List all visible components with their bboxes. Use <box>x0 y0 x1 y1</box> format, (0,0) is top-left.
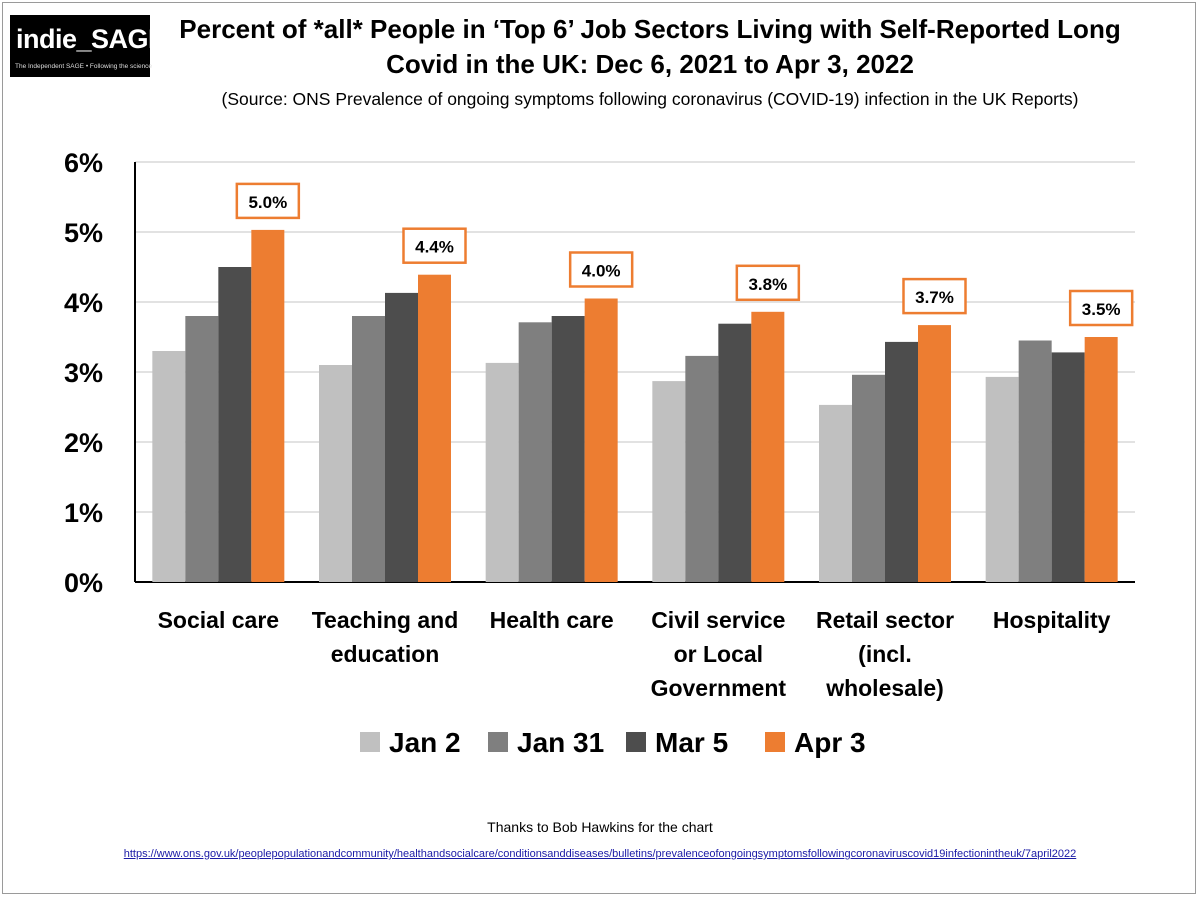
logo-tagline: The Independent SAGE • Following the sci… <box>15 63 153 70</box>
data-label: 4.0% <box>582 262 621 281</box>
legend-label: Jan 31 <box>517 727 604 758</box>
data-label: 3.7% <box>915 288 954 307</box>
y-tick-label: 0% <box>64 568 103 598</box>
legend-swatch <box>488 732 508 752</box>
data-label-box <box>735 264 801 302</box>
chart-title: Percent of *all* People in ‘Top 6’ Job S… <box>179 14 1121 79</box>
data-label: 5.0% <box>248 193 287 212</box>
x-category-label: Government <box>651 675 787 701</box>
bar-jan-31 <box>352 316 385 582</box>
bar-apr-3 <box>584 298 618 582</box>
source-link[interactable]: https://www.ons.gov.uk/peoplepopulationa… <box>123 848 1077 860</box>
data-label-box <box>402 227 467 264</box>
legend-swatch <box>360 732 380 752</box>
chart-subtitle: (Source: ONS Prevalence of ongoing sympt… <box>221 89 1079 109</box>
y-tick-label: 3% <box>64 358 103 388</box>
y-tick-label: 5% <box>64 218 103 248</box>
x-category-label: Hospitality <box>993 607 1111 633</box>
bar-mar-5 <box>885 341 918 582</box>
bar-apr-3 <box>918 325 951 582</box>
data-label: 4.4% <box>415 238 454 257</box>
legend-label: Mar 5 <box>655 727 728 758</box>
bar-jan-2 <box>485 362 519 582</box>
x-category-label: Teaching and <box>312 607 459 633</box>
bar-mar-5 <box>551 316 585 582</box>
bar-apr-3 <box>418 274 451 582</box>
x-category-label: wholesale) <box>825 675 944 701</box>
legend-swatch <box>765 732 785 752</box>
bar-mar-5 <box>385 292 418 582</box>
y-tick-label: 4% <box>64 288 103 318</box>
y-tick-label: 6% <box>64 148 103 178</box>
bar-jan-31 <box>685 355 719 582</box>
bar-jan-2 <box>152 351 186 582</box>
bar-mar-5 <box>718 323 752 582</box>
bar-jan-2 <box>652 381 686 582</box>
logo-name: indie_SAGE <box>16 24 166 54</box>
data-label-box <box>568 251 634 288</box>
bar-mar-5 <box>218 267 252 582</box>
bar-apr-3 <box>1084 337 1118 582</box>
bar-jan-31 <box>185 316 219 582</box>
legend-label: Jan 2 <box>389 727 461 758</box>
bar-mar-5 <box>1051 352 1085 582</box>
bar-apr-3 <box>251 229 285 582</box>
x-category-label: Civil service <box>651 607 785 633</box>
data-label-box <box>235 182 301 220</box>
y-tick-label: 2% <box>64 428 103 458</box>
x-category-label: education <box>331 641 440 667</box>
x-category-label: Social care <box>158 607 279 633</box>
bar-jan-31 <box>852 374 885 582</box>
data-label-box <box>1068 289 1134 327</box>
x-category-label: Retail sector <box>816 607 954 633</box>
x-category-label: (incl. <box>858 641 912 667</box>
bar-jan-2 <box>985 376 1019 582</box>
x-category-label: or Local <box>674 641 763 667</box>
bar-jan-31 <box>518 322 552 582</box>
data-label: 3.8% <box>748 275 787 294</box>
y-tick-label: 1% <box>64 498 103 528</box>
bar-jan-31 <box>1018 340 1052 582</box>
data-label-box <box>902 277 967 315</box>
bar-apr-3 <box>751 311 785 582</box>
data-label: 3.5% <box>1082 300 1121 319</box>
bar-chart: 0% 1% 2% 3% 4% 5% 6% 5.0% Social care 4.4% Teachin… <box>64 148 1135 758</box>
legend-swatch <box>626 732 646 752</box>
bar-jan-2 <box>819 404 852 582</box>
x-category-label: Health care <box>490 607 614 633</box>
indie-sage-logo: indie_SAGE The Independent SAGE • Follow… <box>10 15 166 77</box>
bar-jan-2 <box>319 365 352 582</box>
chart-credit: Thanks to Bob Hawkins for the chart <box>487 819 713 835</box>
legend-label: Apr 3 <box>794 727 866 758</box>
